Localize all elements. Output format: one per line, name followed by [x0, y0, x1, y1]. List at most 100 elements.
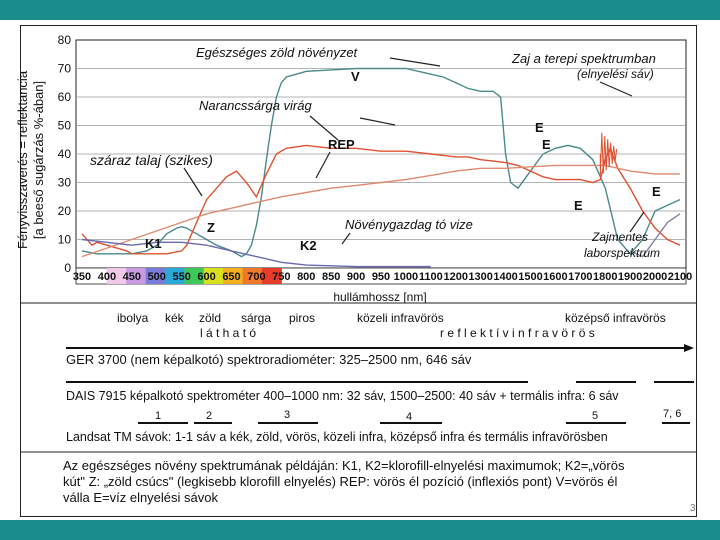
- x-tick-label: 1300: [468, 271, 492, 283]
- label-k1: K1: [145, 236, 162, 251]
- spectrum-color-bar: [75, 267, 687, 285]
- y-tick-label: 70: [58, 62, 72, 76]
- x-tick-label: 600: [197, 271, 215, 283]
- label-rep: REP: [328, 137, 355, 152]
- visible-label: l á t h a t ó: [200, 326, 256, 340]
- label-dry-soil: száraz talaj (szikes): [90, 152, 213, 168]
- ger-text: GER 3700 (nem képalkotó) spektroradiomét…: [66, 352, 472, 367]
- series-line: [81, 67, 681, 258]
- x-tick-label: 400: [98, 271, 116, 283]
- y-tick-labels: 0 10 20 30 40 50 60 70 80: [58, 33, 72, 275]
- x-tick-label: 1400: [493, 271, 517, 283]
- y-tick-label: 50: [58, 119, 72, 133]
- landsat-band-2: 2: [206, 410, 212, 422]
- spectrum-swatch: [165, 268, 185, 284]
- y-tick-label: 40: [58, 147, 72, 161]
- x-tick-label: 950: [372, 271, 390, 283]
- x-tick-label: 650: [222, 271, 240, 283]
- label-noise-free-2: laborspektrum: [584, 246, 660, 260]
- x-tick-label: 450: [123, 271, 141, 283]
- spectrum-swatch: [223, 268, 244, 284]
- x-tick-label: 1900: [618, 271, 642, 283]
- band-yellow: sárga: [241, 311, 271, 325]
- spectrum-swatch: [261, 268, 282, 284]
- spectrum-swatch: [126, 268, 147, 284]
- label-lake-water: Növénygazdag tó vize: [345, 217, 473, 232]
- spectrum-swatch: [106, 268, 127, 284]
- x-tick-label: 1800: [593, 271, 617, 283]
- series-line: [81, 144, 681, 255]
- grid: [76, 68, 686, 240]
- x-tick-label: 800: [297, 271, 315, 283]
- band-mir: középső infravörös: [565, 311, 666, 325]
- dais-text: DAIS 7915 képalkotó spektrométer 400–100…: [66, 389, 619, 403]
- y-tick-label: 0: [64, 261, 71, 275]
- landsat-band-4: 4: [406, 411, 412, 423]
- x-tick-label: 2000: [643, 271, 667, 283]
- caption-line-3: válla E=víz elnyelési sávok: [63, 490, 218, 505]
- sensor-arrows: [66, 344, 694, 424]
- y-axis-label-2: [a beeső sugárzás %-ában]: [31, 81, 46, 239]
- y-tick-label: 60: [58, 90, 72, 104]
- band-nir: közeli infravörös: [357, 311, 444, 325]
- y-tick-label: 80: [58, 33, 72, 47]
- label-noise-2: (elnyelési sáv): [577, 67, 654, 81]
- x-tick-label: 1100: [419, 271, 443, 283]
- series-lines: [81, 67, 681, 268]
- label-noise-free-1: Zajmentes: [591, 230, 648, 244]
- series-line: [629, 213, 681, 258]
- x-tick-label: 500: [148, 271, 166, 283]
- label-e-2: E: [542, 137, 551, 152]
- landsat-band-7-6: 7, 6: [663, 408, 681, 420]
- label-e-3: E: [652, 184, 661, 199]
- band-violet: ibolya: [117, 311, 149, 325]
- landsat-band-3: 3: [284, 409, 290, 421]
- band-red: piros: [289, 311, 315, 325]
- spectrum-swatch: [203, 268, 224, 284]
- x-axis-label: hullámhossz [nm]: [333, 290, 426, 304]
- x-tick-label: 1500: [518, 271, 542, 283]
- x-tick-label: 850: [322, 271, 340, 283]
- x-tick-label: 1000: [394, 271, 418, 283]
- x-tick-label: 550: [172, 271, 190, 283]
- x-tick-label: 900: [347, 271, 365, 283]
- top-bar: [0, 0, 720, 20]
- x-tick-label: 700: [247, 271, 265, 283]
- bottom-bar: [0, 520, 720, 540]
- landsat-band-1: 1: [155, 410, 161, 422]
- spectrum-swatch: [184, 268, 205, 284]
- band-green: zöld: [199, 311, 221, 325]
- series-line: [81, 164, 680, 258]
- landsat-text: Landsat TM sávok: 1-1 sáv a kék, zöld, v…: [66, 430, 608, 444]
- label-noise-1: Zaj a terepi spektrumban: [511, 51, 656, 66]
- x-tick-label: 350: [73, 271, 91, 283]
- label-e-1: E: [535, 120, 544, 135]
- label-e-4: E: [574, 198, 583, 213]
- spectrum-swatch: [145, 268, 166, 284]
- series-line: [81, 238, 431, 268]
- x-tick-label: 2100: [668, 271, 692, 283]
- x-tick-label: 750: [272, 271, 290, 283]
- caption-line-1: Az egészséges növény spektrumának példáj…: [63, 458, 625, 473]
- y-tick-label: 20: [58, 204, 72, 218]
- label-z: Z: [207, 220, 215, 235]
- x-tick-labels: 350 400 450 500 550 600 650 700 750 800 850 900 950 1…: [73, 271, 692, 283]
- label-v: V: [351, 69, 360, 84]
- y-tick-label: 30: [58, 176, 72, 190]
- landsat-band-5: 5: [592, 410, 598, 422]
- y-axis-label-1: Fényvisszaverés = reflektancia: [15, 70, 30, 249]
- label-healthy: Egészséges zöld növényzet: [196, 45, 359, 60]
- x-tick-label: 1700: [568, 271, 592, 283]
- spectrum-swatch: [242, 268, 263, 284]
- band-blue: kék: [165, 311, 185, 325]
- annotation-leaders: [183, 57, 645, 245]
- caption-line-2: kút" Z: „zöld csúcs" (legkisebb klorofil…: [63, 474, 617, 489]
- reflective-ir-label: r e f l e k t í v i n f r a v ö r ö s: [440, 326, 595, 340]
- page-number: 3: [690, 503, 696, 514]
- label-orange-flower: Narancssárga virág: [199, 98, 312, 113]
- x-tick-label: 1200: [444, 271, 468, 283]
- y-tick-label: 10: [58, 233, 72, 247]
- x-tick-label: 1600: [543, 271, 567, 283]
- label-k2: K2: [300, 238, 317, 253]
